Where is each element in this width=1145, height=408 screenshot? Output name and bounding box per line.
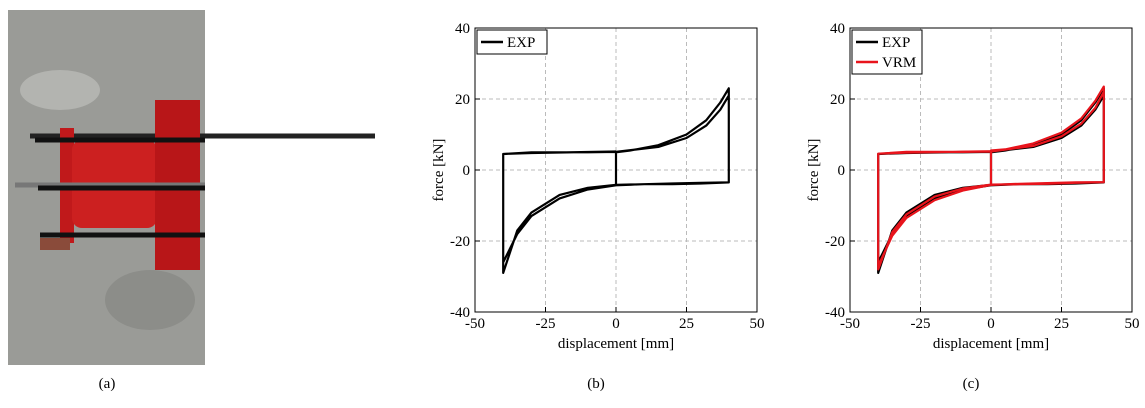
caption: (b) bbox=[587, 376, 605, 392]
y-tick-label: 0 bbox=[838, 163, 846, 179]
legend-label: VRM bbox=[882, 55, 916, 71]
x-tick-label: 50 bbox=[750, 316, 765, 332]
x-axis-label: displacement [mm] bbox=[933, 336, 1049, 352]
x-tick-label: -25 bbox=[911, 316, 931, 332]
y-tick-label: -20 bbox=[450, 234, 470, 250]
x-tick-label: 25 bbox=[679, 316, 694, 332]
x-tick-label: -50 bbox=[465, 316, 485, 332]
legend-label: EXP bbox=[507, 35, 535, 51]
y-axis-label: force [kN] bbox=[431, 139, 447, 202]
x-tick-label: 50 bbox=[1125, 316, 1140, 332]
caption: (a) bbox=[99, 376, 116, 392]
y-axis-label: force [kN] bbox=[806, 139, 822, 202]
y-tick-label: -20 bbox=[825, 234, 845, 250]
series-line bbox=[877, 85, 1105, 271]
y-tick-label: 20 bbox=[830, 92, 845, 108]
plot-frame bbox=[474, 27, 758, 313]
y-tick-label: 0 bbox=[463, 163, 471, 179]
x-tick-label: 25 bbox=[1054, 316, 1069, 332]
x-axis-label: displacement [mm] bbox=[558, 336, 674, 352]
x-tick-label: 0 bbox=[987, 316, 995, 332]
x-tick-label: -50 bbox=[840, 316, 860, 332]
x-tick-label: -25 bbox=[536, 316, 556, 332]
y-tick-label: -40 bbox=[825, 305, 845, 321]
caption: (c) bbox=[963, 376, 980, 392]
x-tick-label: 0 bbox=[612, 316, 620, 332]
legend-label: EXP bbox=[882, 35, 910, 51]
y-tick-label: 40 bbox=[830, 21, 845, 37]
y-tick-label: 40 bbox=[455, 21, 470, 37]
photo bbox=[8, 10, 375, 365]
y-tick-label: 20 bbox=[455, 92, 470, 108]
y-tick-label: -40 bbox=[450, 305, 470, 321]
legend-box bbox=[851, 29, 923, 75]
plot-frame bbox=[849, 27, 1133, 313]
series-line bbox=[502, 87, 730, 274]
